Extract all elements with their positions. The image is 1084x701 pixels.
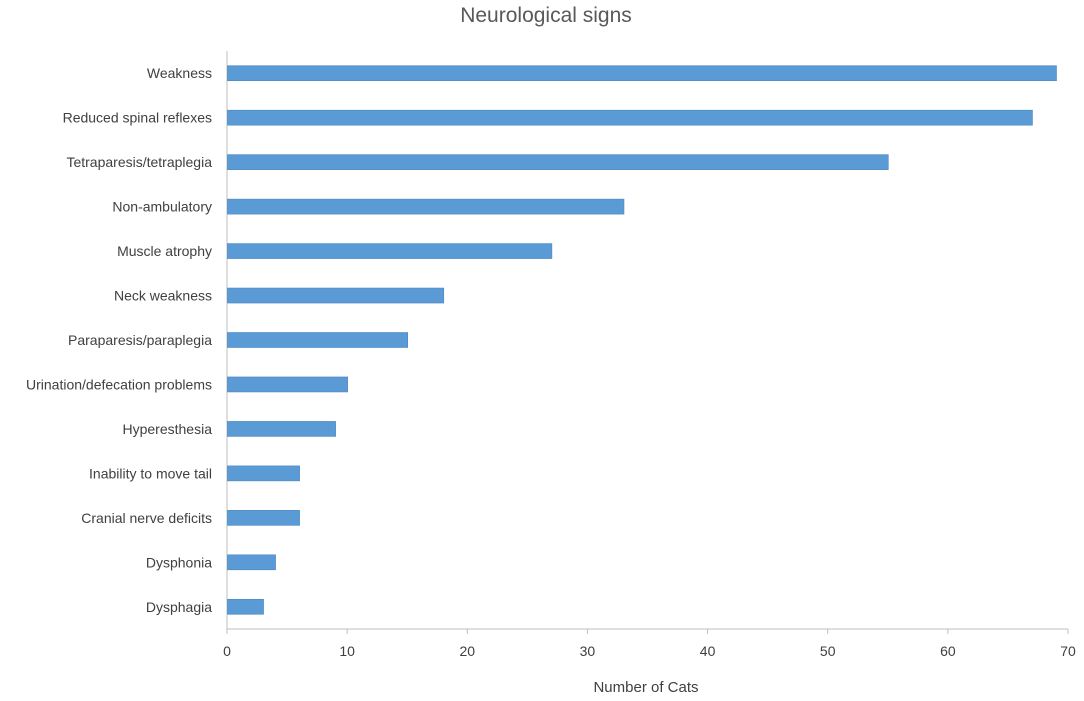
category-label-tetraparesis-tetraplegia: Tetraparesis/tetraplegia <box>66 154 212 170</box>
bar-dysphagia <box>227 598 264 615</box>
bar-neck-weakness <box>227 287 445 304</box>
bar-tetraparesis-tetraplegia <box>227 154 889 170</box>
x-tick-label-70: 70 <box>1060 643 1076 659</box>
category-label-urination-defecation-problems: Urination/defecation problems <box>26 376 212 392</box>
x-tick-label-50: 50 <box>820 643 836 659</box>
x-tick-label-10: 10 <box>339 643 355 659</box>
x-tick-label-30: 30 <box>580 643 596 659</box>
category-label-weakness: Weakness <box>147 65 212 81</box>
x-axis-title: Number of Cats <box>593 679 698 696</box>
category-label-muscle-atrophy: Muscle atrophy <box>117 243 212 259</box>
category-label-dysphagia: Dysphagia <box>146 599 212 615</box>
bar-cranial-nerve-deficits <box>227 510 300 526</box>
bar-hyperesthesia <box>227 421 336 437</box>
category-label-neck-weakness: Neck weakness <box>114 288 212 304</box>
bar-paraparesis-paraplegia <box>227 332 409 348</box>
x-tick-labels: 0 10 20 30 40 50 60 70 <box>223 629 1076 659</box>
category-label-reduced-spinal-reflexes: Reduced spinal reflexes <box>63 110 212 126</box>
bar-muscle-atrophy <box>227 243 553 259</box>
bars-group <box>227 65 1057 615</box>
x-tick-label-20: 20 <box>459 643 475 659</box>
bar-inability-to-move-tail <box>227 465 300 482</box>
x-tick-label-40: 40 <box>700 643 716 659</box>
category-label-inability-to-move-tail: Inability to move tail <box>89 465 212 481</box>
bar-weakness <box>227 65 1057 82</box>
category-label-hyperesthesia: Hyperesthesia <box>123 421 213 437</box>
bar-dysphonia <box>227 554 276 571</box>
category-label-dysphonia: Dysphonia <box>146 554 212 570</box>
category-label-paraparesis-paraplegia: Paraparesis/paraplegia <box>68 332 212 348</box>
x-tick-label-0: 0 <box>223 643 231 659</box>
bar-non-ambulatory <box>227 198 625 215</box>
x-tick-label-60: 60 <box>940 643 956 659</box>
chart-title: Neurological signs <box>460 4 632 27</box>
bar-urination-defecation-problems <box>227 376 348 393</box>
category-labels: Weakness Reduced spinal reflexes Tetrapare… <box>26 65 212 615</box>
category-label-cranial-nerve-deficits: Cranial nerve deficits <box>81 510 212 526</box>
category-label-non-ambulatory: Non-ambulatory <box>112 199 212 215</box>
bar-reduced-spinal-reflexes <box>227 109 1033 126</box>
